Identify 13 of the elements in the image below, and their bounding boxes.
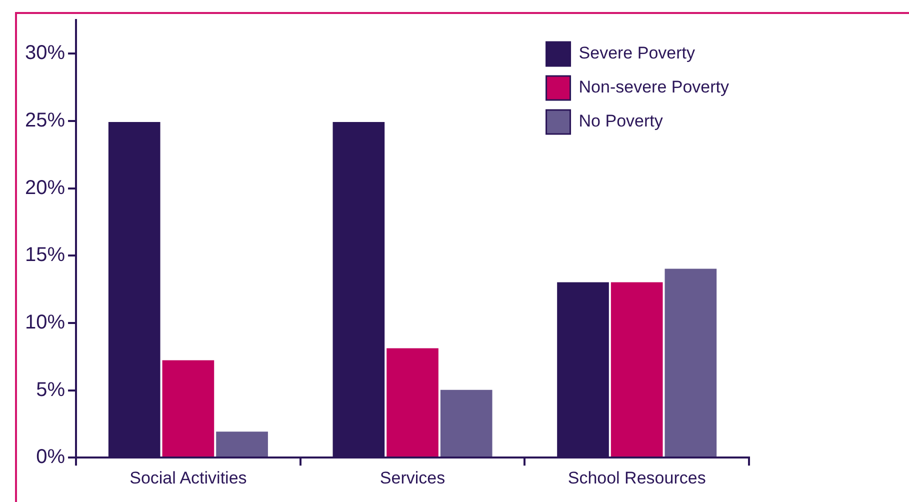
legend-label: Non-severe Poverty bbox=[578, 78, 730, 97]
y-tick-label: 25% bbox=[25, 110, 66, 132]
legend-label: Severe Poverty bbox=[578, 44, 696, 63]
y-tick-label: 0% bbox=[36, 446, 66, 468]
x-tick-label: Social Activities bbox=[130, 468, 247, 488]
y-tick-label: 30% bbox=[25, 42, 66, 64]
y-tick-label: 5% bbox=[36, 378, 66, 401]
y-tick-label: 20% bbox=[25, 176, 66, 199]
y-tick-label: 15% bbox=[25, 244, 66, 266]
x-tick-label: School Resources bbox=[568, 468, 706, 488]
legend-label: No Poverty bbox=[578, 112, 664, 131]
x-tick-label: Services bbox=[380, 468, 446, 488]
y-tick-label: 10% bbox=[25, 311, 66, 334]
